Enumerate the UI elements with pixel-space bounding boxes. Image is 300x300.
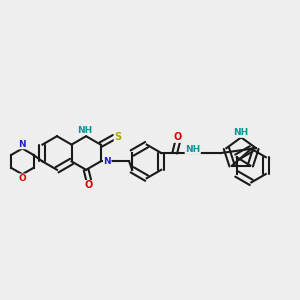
Text: N: N xyxy=(19,140,26,149)
Text: O: O xyxy=(19,174,26,183)
Text: O: O xyxy=(174,132,182,142)
Text: S: S xyxy=(114,132,121,142)
Text: NH: NH xyxy=(234,128,249,137)
Text: NH: NH xyxy=(185,145,200,154)
Text: O: O xyxy=(85,180,93,190)
Text: NH: NH xyxy=(77,126,92,135)
Text: N: N xyxy=(103,157,111,166)
